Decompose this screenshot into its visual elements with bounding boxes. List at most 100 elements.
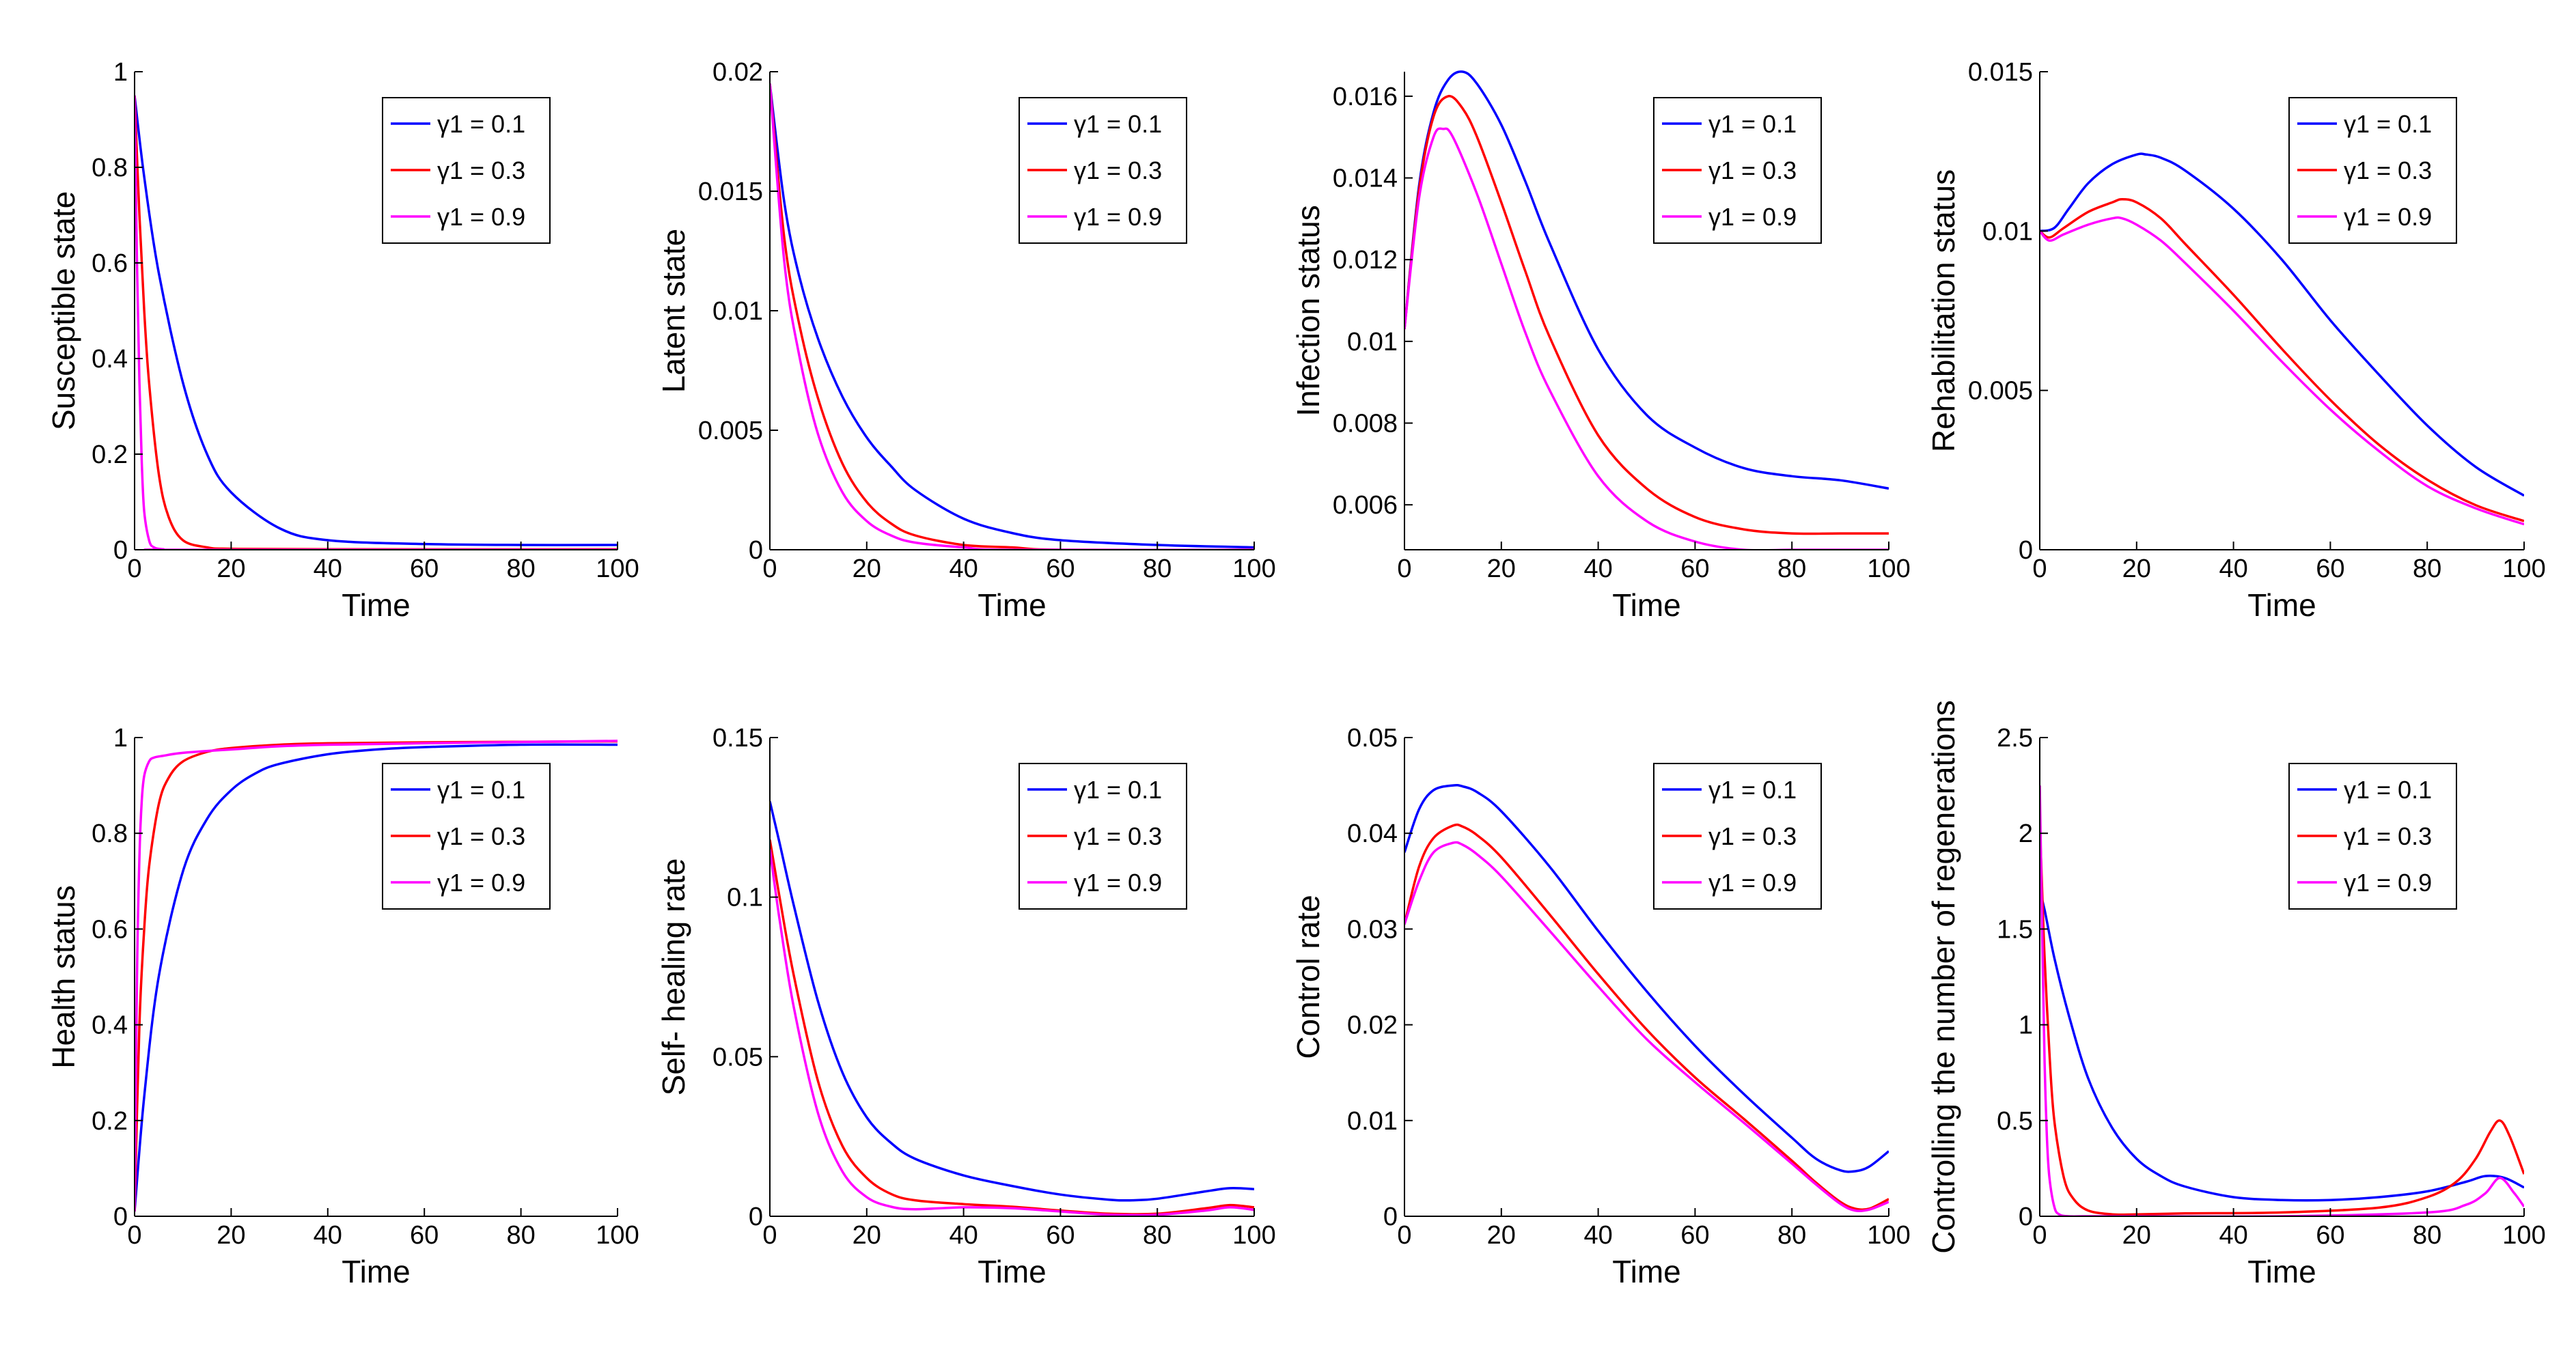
x-tick-label: 40 — [1583, 555, 1612, 583]
x-tick-label: 0 — [127, 1221, 141, 1250]
chart-panel-4: 0 20 40 60 80 100 0 0.005 0.01 0.015 Time Rehabilit… — [1926, 58, 2546, 623]
y-tick-label: 0 — [113, 536, 128, 565]
y-tick-label: 0.8 — [92, 154, 128, 182]
y-tick-label: 0.6 — [92, 915, 128, 944]
legend-label-1: γ1 = 0.1 — [2344, 776, 2432, 804]
y-tick-label: 0 — [1383, 1203, 1398, 1231]
y-tick-label: 0.01 — [1347, 1107, 1398, 1136]
legend: γ1 = 0.1 γ1 = 0.3 γ1 = 0.9 — [1019, 97, 1187, 244]
y-tick-label: 0.005 — [1968, 377, 2033, 406]
legend-label-1: γ1 = 0.1 — [1708, 776, 1797, 804]
y-tick-label: 0.05 — [1347, 724, 1398, 753]
y-axis-label: Susceptible state — [46, 191, 81, 430]
legend: γ1 = 0.1 γ1 = 0.3 γ1 = 0.9 — [2288, 763, 2457, 910]
y-tick-label: 0.005 — [698, 417, 763, 445]
legend-label-1: γ1 = 0.1 — [2344, 110, 2432, 138]
y-tick-label: 0.01 — [712, 297, 763, 326]
y-tick-label: 0.2 — [92, 1107, 128, 1136]
y-tick-label: 0.02 — [1347, 1011, 1398, 1040]
x-tick-label: 20 — [1487, 555, 1516, 583]
y-tick-label: 0.8 — [92, 819, 128, 848]
chart-panel-8: 0 20 40 60 80 100 0 0.5 1 1.5 2 2.5 Time Controlling … — [1926, 700, 2546, 1289]
legend-label-1: γ1 = 0.1 — [1074, 776, 1162, 804]
x-tick-label: 100 — [2502, 1221, 2545, 1250]
legend-label-2: γ1 = 0.3 — [1074, 822, 1162, 850]
series-line-1 — [135, 743, 618, 1212]
legend-label-2: γ1 = 0.3 — [1708, 822, 1797, 850]
series-line-2 — [1404, 94, 1889, 535]
x-tick-label: 60 — [410, 1221, 439, 1250]
y-axis-label: Rehabilitation status — [1926, 169, 1961, 452]
x-tick-label: 100 — [2502, 555, 2545, 583]
x-tick-label: 0 — [1397, 1221, 1411, 1250]
y-axis-label: Self- healing rate — [656, 858, 691, 1096]
chart-panel-3: 0 20 40 60 80 100 0.006 0.008 0.01 0.012 0.014 0.01… — [1290, 70, 1911, 623]
series-line-3 — [135, 95, 618, 550]
chart-panel-2: 0 20 40 60 80 100 0 0.005 0.01 0.015 0.02 Time Laten… — [656, 58, 1276, 623]
y-tick-label: 0.006 — [1333, 491, 1398, 520]
legend: γ1 = 0.1 γ1 = 0.3 γ1 = 0.9 — [1653, 763, 1822, 910]
x-tick-label: 80 — [2413, 1221, 2441, 1250]
y-tick-label: 0.016 — [1333, 83, 1398, 111]
y-tick-label: 0 — [749, 536, 763, 565]
x-tick-label: 60 — [1046, 555, 1075, 583]
x-tick-label: 20 — [217, 555, 245, 583]
x-tick-label: 0 — [2032, 555, 2047, 583]
legend: γ1 = 0.1 γ1 = 0.3 γ1 = 0.9 — [2288, 97, 2457, 244]
y-tick-label: 0 — [749, 1203, 763, 1231]
series-line-3 — [2040, 785, 2524, 1216]
x-tick-label: 80 — [2413, 555, 2441, 583]
y-axis-label: Health status — [46, 885, 81, 1068]
x-tick-label: 20 — [853, 1221, 881, 1250]
series-line-3 — [2040, 216, 2524, 526]
series-line-2 — [2040, 824, 2524, 1216]
y-tick-label: 0.1 — [727, 884, 763, 912]
y-tick-label: 0.014 — [1333, 165, 1398, 193]
x-tick-label: 80 — [1777, 1221, 1806, 1250]
y-tick-label: 0.05 — [712, 1043, 763, 1071]
x-tick-label: 20 — [853, 555, 881, 583]
x-tick-label: 60 — [410, 555, 439, 583]
chart-panel-7: 0 20 40 60 80 100 0 0.01 0.02 0.03 0.04 0.05 Time Con… — [1290, 724, 1911, 1289]
y-tick-label: 1 — [113, 58, 128, 87]
legend-label-3: γ1 = 0.9 — [1708, 869, 1797, 897]
legend-label-2: γ1 = 0.3 — [1074, 156, 1162, 184]
y-tick-label: 0.015 — [1968, 58, 2033, 87]
y-tick-label: 1 — [2019, 1011, 2033, 1040]
legend-label-3: γ1 = 0.9 — [437, 869, 525, 897]
x-tick-label: 40 — [314, 1221, 342, 1250]
legend-label-3: γ1 = 0.9 — [437, 203, 525, 231]
series-line-1 — [2040, 890, 2524, 1202]
series-line-3 — [135, 740, 618, 1212]
x-tick-label: 20 — [217, 1221, 245, 1250]
series-line-1 — [135, 95, 618, 546]
x-axis-label: Time — [1612, 587, 1681, 623]
y-tick-label: 0.008 — [1333, 410, 1398, 438]
x-tick-label: 40 — [2219, 555, 2247, 583]
legend-label-3: γ1 = 0.9 — [1708, 203, 1797, 231]
x-tick-label: 80 — [506, 555, 535, 583]
x-tick-label: 0 — [762, 555, 777, 583]
x-tick-label: 40 — [949, 1221, 978, 1250]
x-tick-label: 80 — [506, 1221, 535, 1250]
legend: γ1 = 0.1 γ1 = 0.3 γ1 = 0.9 — [382, 97, 551, 244]
legend-label-2: γ1 = 0.3 — [1708, 156, 1797, 184]
y-tick-label: 0.01 — [1982, 217, 2033, 246]
series-line-3 — [1404, 841, 1889, 1213]
x-tick-label: 40 — [2219, 1221, 2247, 1250]
x-tick-label: 40 — [1583, 1221, 1612, 1250]
x-tick-label: 100 — [596, 555, 639, 583]
series-line-1 — [2040, 152, 2524, 497]
y-tick-label: 2 — [2019, 819, 2033, 848]
x-tick-label: 60 — [2316, 555, 2344, 583]
y-tick-label: 0 — [2019, 536, 2033, 565]
legend-label-3: γ1 = 0.9 — [2344, 203, 2432, 231]
y-tick-label: 0.2 — [92, 440, 128, 469]
chart-panel-1: 0 20 40 60 80 100 0 0.2 0.4 0.6 0.8 1 Time Susceptibl… — [46, 58, 639, 623]
y-axis-label: Infection status — [1290, 205, 1326, 416]
y-tick-label: 1 — [113, 724, 128, 753]
x-tick-label: 80 — [1143, 1221, 1172, 1250]
x-axis-label: Time — [2247, 587, 2316, 623]
x-tick-label: 0 — [2032, 1221, 2047, 1250]
